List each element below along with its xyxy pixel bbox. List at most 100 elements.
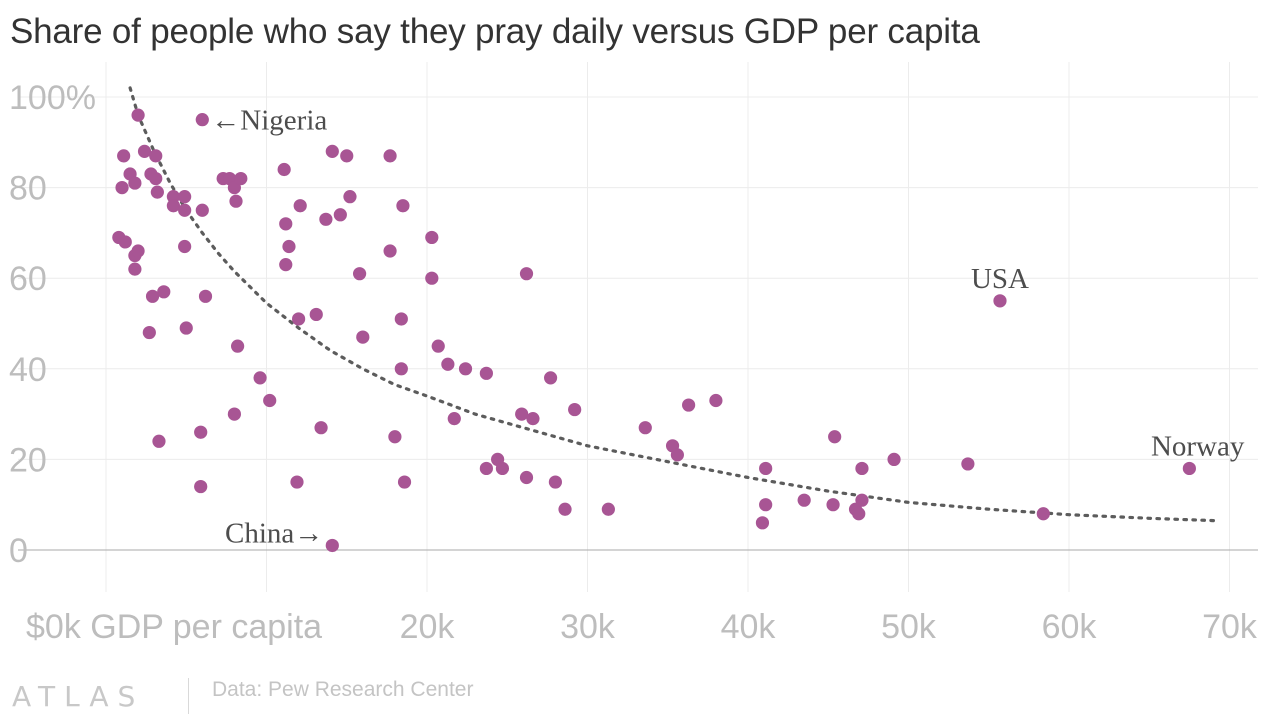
data-point (383, 244, 397, 258)
data-point (431, 339, 445, 353)
data-point (558, 502, 572, 516)
data-point (263, 393, 277, 408)
point-annotation: China→ (225, 517, 323, 549)
data-point (253, 371, 267, 385)
data-point (828, 430, 842, 444)
data-point (441, 357, 455, 371)
data-point (314, 421, 328, 435)
data-point (425, 271, 439, 285)
data-point (137, 144, 152, 158)
data-point (198, 289, 213, 303)
data-point (157, 285, 171, 299)
y-tick-label: 80 (9, 170, 47, 208)
y-tick-label: 20 (9, 441, 47, 479)
data-point (759, 461, 773, 476)
data-point (961, 457, 975, 471)
data-point (670, 448, 684, 462)
x-axis-ticks: $0k GDP per capita 20k 30k 40k 50k 60k 70k (26, 608, 1258, 646)
data-point (142, 325, 156, 340)
x-tick-label: 40k (721, 608, 777, 646)
data-point (479, 366, 493, 380)
data-point (568, 402, 582, 417)
scatter-chart: 0 20 40 60 80 100% $0k GDP per capita 20k 30k 40… (9, 62, 1258, 646)
data-points (112, 108, 1196, 553)
data-point (887, 452, 901, 466)
data-point (343, 190, 357, 204)
data-point (759, 498, 773, 512)
data-point (234, 171, 248, 186)
data-point (194, 479, 208, 494)
x-tick-label: 60k (1042, 608, 1098, 646)
data-point (638, 421, 652, 435)
data-point (495, 461, 510, 476)
data-point (388, 430, 402, 444)
footer-divider (188, 678, 189, 714)
data-point (166, 190, 181, 204)
data-point (117, 149, 131, 163)
grid (18, 62, 1258, 592)
data-point (993, 294, 1007, 308)
data-point (333, 208, 347, 222)
data-point (352, 267, 367, 281)
data-point (128, 262, 142, 276)
chart-title: Share of people who say they pray daily … (10, 12, 980, 51)
data-point (855, 461, 869, 476)
data-point (397, 475, 412, 489)
data-point (290, 475, 304, 489)
x-tick-label: 30k (560, 608, 616, 646)
data-point (479, 461, 493, 476)
data-point (195, 203, 209, 217)
data-point (396, 199, 410, 213)
data-point (526, 412, 540, 426)
point-annotations: ←Nigeria China→ USA Norway (211, 105, 1245, 550)
point-annotation: USA (971, 263, 1029, 295)
y-axis-ticks: 0 20 40 60 80 100% (9, 79, 96, 570)
x-tick-label: 50k (881, 608, 937, 646)
data-point (755, 516, 770, 530)
y-tick-label: 60 (9, 260, 47, 298)
data-point (601, 502, 615, 516)
data-point (325, 538, 339, 553)
data-point (319, 212, 333, 226)
data-point (277, 162, 291, 177)
data-point (128, 176, 142, 190)
data-point (279, 217, 293, 231)
data-point (394, 362, 408, 376)
data-point (145, 289, 160, 303)
data-point (149, 171, 163, 186)
data-point (293, 199, 307, 213)
x-tick-label: 20k (400, 608, 456, 646)
atlas-logo: ATLAS (12, 680, 145, 713)
data-point (195, 113, 209, 127)
data-point (292, 312, 306, 326)
data-point (797, 493, 811, 507)
data-point (1036, 507, 1050, 521)
data-point (131, 244, 145, 258)
data-point (227, 407, 241, 421)
data-point (519, 470, 534, 485)
data-point (131, 108, 145, 122)
data-point (383, 149, 397, 163)
data-point (682, 398, 696, 412)
y-tick-label: 0 (9, 532, 28, 570)
data-point (826, 498, 840, 512)
data-point (115, 181, 129, 195)
data-point (425, 230, 439, 245)
data-point (166, 199, 181, 213)
data-point (356, 330, 370, 344)
data-point (309, 307, 323, 322)
data-point (340, 149, 354, 163)
data-point (519, 267, 534, 281)
point-annotation: ←Nigeria (211, 105, 327, 137)
data-point (1182, 461, 1196, 476)
data-point (458, 362, 473, 376)
data-point (150, 185, 164, 199)
data-point (515, 407, 529, 421)
data-point (394, 312, 408, 326)
data-point (152, 434, 166, 448)
data-point (279, 258, 293, 272)
x-tick-label: $0k GDP per capita (26, 608, 322, 646)
data-point (852, 507, 866, 521)
source-note: Data: Pew Research Center (212, 678, 474, 701)
data-point (149, 149, 163, 163)
